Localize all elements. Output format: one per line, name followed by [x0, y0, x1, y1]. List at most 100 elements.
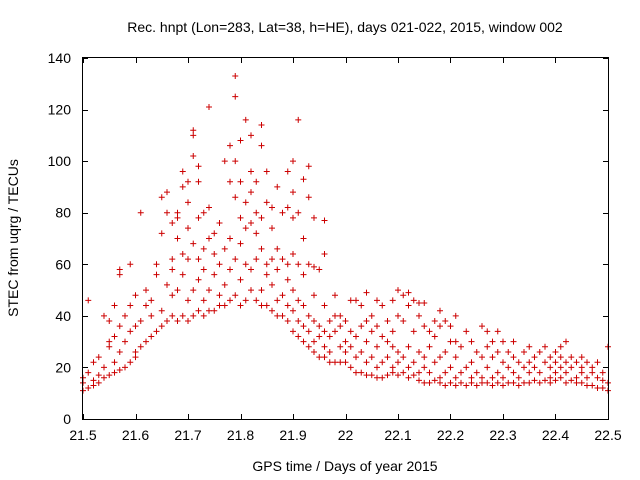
data-point [526, 359, 533, 366]
data-point [384, 338, 391, 345]
data-point [458, 343, 464, 350]
data-point [158, 307, 165, 314]
data-point [185, 318, 191, 325]
data-point [290, 307, 296, 314]
data-point [547, 379, 554, 386]
data-point [190, 240, 197, 247]
data-point [473, 382, 480, 389]
data-point [216, 302, 223, 309]
data-point [510, 338, 517, 345]
data-point [458, 379, 464, 386]
x-tick-label: 22.5 [594, 427, 621, 443]
data-point [179, 312, 186, 319]
data-point [164, 318, 170, 325]
data-point [458, 369, 464, 376]
data-point [468, 338, 475, 345]
data-point [463, 364, 470, 371]
data-point [253, 256, 260, 263]
data-point [174, 235, 181, 242]
data-point [179, 168, 186, 175]
data-point [584, 359, 590, 366]
data-point [269, 307, 275, 314]
data-point [122, 364, 128, 371]
data-point [237, 214, 244, 221]
data-point [206, 204, 212, 211]
data-point [248, 132, 254, 139]
data-point [347, 364, 354, 371]
data-point [164, 189, 170, 196]
x-tick-label: 21.7 [174, 427, 201, 443]
data-point [200, 312, 207, 319]
data-point [416, 299, 422, 306]
x-tick-label: 22 [338, 427, 354, 443]
data-point [589, 369, 596, 376]
data-point [290, 287, 296, 294]
data-point [248, 168, 254, 175]
data-point [153, 271, 160, 278]
data-point [405, 374, 412, 381]
data-point [510, 369, 517, 376]
data-point [190, 127, 197, 134]
data-point [206, 287, 212, 294]
data-point [437, 354, 443, 361]
data-point [153, 328, 160, 335]
data-point [416, 369, 422, 376]
x-tick-label: 22.4 [542, 427, 569, 443]
data-point [568, 354, 575, 361]
data-point [557, 364, 564, 371]
data-point [85, 385, 92, 392]
data-point [589, 382, 596, 389]
data-point [290, 189, 296, 196]
data-point [300, 235, 307, 242]
data-point [368, 372, 375, 379]
data-point [484, 364, 491, 371]
data-point [248, 189, 254, 196]
data-point [321, 354, 328, 361]
data-point [416, 312, 422, 319]
data-point [242, 225, 249, 232]
data-point [284, 204, 291, 211]
chart-title: Rec. hnpt (Lon=283, Lat=38, h=HE), days … [127, 19, 563, 35]
data-point [489, 382, 496, 389]
data-point [363, 359, 370, 366]
x-tick-label: 21.6 [122, 427, 149, 443]
data-point [452, 338, 459, 345]
data-point [216, 292, 223, 299]
data-point [363, 338, 370, 345]
data-point [374, 364, 380, 371]
data-point [405, 302, 412, 309]
data-point [326, 348, 333, 355]
y-tick-label: 120 [48, 102, 72, 118]
x-tick-label: 22.1 [384, 427, 411, 443]
data-point [526, 379, 533, 386]
data-point [211, 271, 218, 278]
data-point [547, 374, 554, 381]
data-point [316, 323, 323, 330]
data-point [248, 266, 254, 273]
data-point [326, 333, 333, 340]
data-point [505, 379, 512, 386]
data-point [106, 372, 113, 379]
data-point [395, 312, 401, 319]
data-point [101, 312, 107, 319]
data-point [332, 328, 338, 335]
data-point [169, 312, 176, 319]
data-point [116, 323, 123, 330]
data-point [599, 377, 606, 384]
data-point [510, 379, 517, 386]
data-point [232, 93, 239, 100]
data-point [305, 163, 312, 170]
data-point [269, 204, 275, 211]
data-point [227, 178, 233, 185]
data-point [332, 292, 338, 299]
data-point [185, 256, 191, 263]
data-point [258, 245, 265, 252]
data-point [132, 354, 139, 361]
data-point [211, 230, 218, 237]
data-point [521, 348, 527, 355]
data-point [426, 379, 433, 386]
data-point [274, 266, 281, 273]
data-point [405, 289, 412, 296]
data-point [442, 369, 449, 376]
data-point [111, 333, 118, 340]
